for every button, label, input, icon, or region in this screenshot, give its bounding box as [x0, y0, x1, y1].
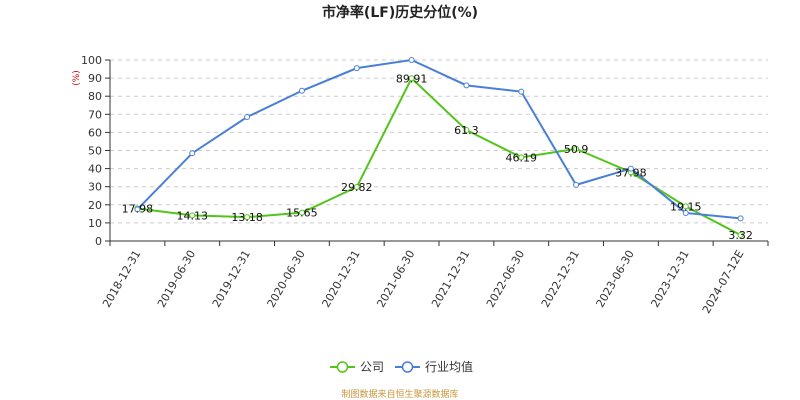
- y-axis-unit: (%): [72, 70, 82, 86]
- data-point: [244, 214, 251, 221]
- data-point: [189, 212, 196, 219]
- axes: [105, 59, 769, 246]
- x-tick-label: 2024-07-12E: [700, 248, 747, 316]
- data-label: 50.9: [564, 143, 589, 156]
- legend-marker: [336, 361, 349, 373]
- y-tick-label: 100: [81, 54, 102, 67]
- data-point: [518, 88, 525, 95]
- grid-lines: [110, 59, 768, 224]
- data-point: [353, 65, 360, 72]
- data-label: 19.15: [670, 200, 702, 213]
- x-tick-label: 2020-12-31: [319, 248, 362, 310]
- x-tick-label: 2023-06-30: [594, 248, 637, 310]
- data-point: [244, 114, 251, 121]
- y-tick-label: 70: [88, 108, 102, 121]
- data-point: [353, 184, 360, 191]
- data-label: 13.18: [231, 211, 263, 224]
- data-point: [627, 165, 634, 172]
- series-line: [136, 58, 741, 220]
- y-tick-label: 80: [88, 90, 102, 103]
- legend-item[interactable]: 公司: [330, 360, 384, 374]
- series-line: [137, 76, 742, 236]
- data-label: 17.98: [122, 202, 154, 215]
- data-labels: 17.98 14.13 13.18 15.65 29.82 89.91 61.3 46.19 5…: [122, 72, 753, 242]
- legend-item[interactable]: 行业均值: [395, 359, 473, 374]
- source-note: 制图数据来自恒生聚源数据库: [341, 388, 458, 400]
- series-group: [134, 57, 744, 238]
- chart-title: 市净率(LF)历史分位(%): [322, 4, 478, 21]
- y-tick-label: 40: [88, 163, 102, 176]
- data-point: [737, 215, 744, 222]
- data-label: 15.65: [286, 207, 318, 220]
- data-point: [682, 203, 689, 210]
- data-point: [463, 127, 470, 134]
- data-point: [518, 154, 525, 161]
- data-point: [573, 181, 580, 188]
- data-label: 29.82: [341, 181, 373, 194]
- x-tick-labels: 2018-12-31 2019-06-30 2019-12-31 2020-06-30…: [100, 248, 746, 316]
- data-point: [682, 209, 689, 216]
- legend[interactable]: 公司 行业均值: [330, 359, 473, 374]
- data-point: [408, 75, 415, 82]
- y-tick-label: 60: [88, 126, 102, 139]
- x-tick-label: 2021-06-30: [374, 248, 417, 310]
- x-tick-label: 2019-06-30: [155, 248, 198, 310]
- y-tick-label: 20: [88, 199, 102, 212]
- data-point: [298, 209, 305, 216]
- x-tick-label: 2023-12-31: [648, 248, 691, 310]
- y-tick-label: 30: [88, 181, 102, 194]
- y-tick-label: 90: [88, 72, 102, 85]
- data-label: 46.19: [506, 151, 538, 164]
- data-point: [737, 231, 744, 238]
- data-point: [189, 150, 196, 157]
- data-point: [463, 82, 470, 89]
- x-tick-label: 2022-06-30: [484, 248, 527, 310]
- data-label: 14.13: [177, 209, 209, 222]
- x-tick-label: 2019-12-31: [210, 248, 253, 310]
- y-tick-label: 0: [95, 235, 102, 248]
- data-label: 37.98: [615, 166, 647, 179]
- data-point: [134, 206, 141, 213]
- data-label: 61.3: [454, 124, 479, 137]
- legend-label: 公司: [360, 360, 384, 374]
- data-label: 3.32: [728, 229, 753, 242]
- y-tick-label: 50: [88, 145, 102, 158]
- x-tick-label: 2018-12-31: [100, 248, 143, 310]
- data-label: 89.91: [396, 72, 428, 85]
- x-tick-label: 2022-12-31: [539, 248, 582, 310]
- data-point: [298, 87, 305, 94]
- legend-marker: [401, 361, 414, 373]
- x-tick-label: 2020-06-30: [265, 248, 308, 310]
- y-tick-labels: 0 10 20 30 40 50 60 70 80 90 100: [81, 54, 102, 248]
- data-point: [408, 57, 415, 63]
- y-tick-label: 10: [88, 217, 102, 230]
- legend-label: 行业均值: [425, 359, 473, 374]
- data-point: [573, 145, 580, 152]
- x-tick-label: 2021-12-31: [429, 248, 472, 310]
